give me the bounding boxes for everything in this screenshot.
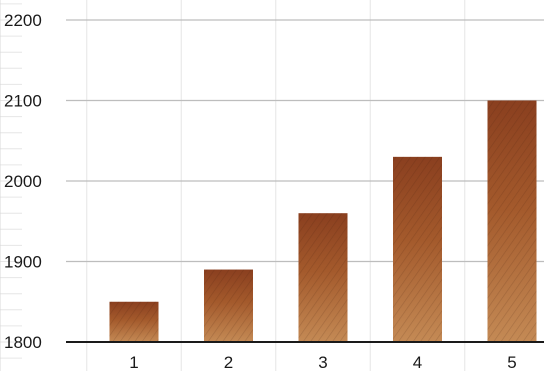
bar-texture <box>393 156 442 342</box>
y-tick-labels: 1800 1900 2000 2100 2200 <box>4 11 42 352</box>
bar-4 <box>393 156 442 342</box>
y-tick-label: 2200 <box>4 11 42 30</box>
x-tick-label: 2 <box>224 353 233 371</box>
bar-5 <box>487 100 537 342</box>
bar-series <box>109 100 537 342</box>
bar-texture <box>109 301 159 342</box>
y-tick-label: 1900 <box>4 253 42 272</box>
x-tick-label: 5 <box>507 353 516 371</box>
bar-1 <box>109 301 159 342</box>
bar-texture <box>298 213 348 342</box>
x-tick-labels: 1 2 3 4 5 <box>129 353 516 371</box>
bar-3 <box>298 213 348 342</box>
y-tick-label: 2000 <box>4 172 42 191</box>
x-tick-label: 1 <box>129 353 138 371</box>
x-tick-label: 4 <box>413 353 422 371</box>
bar-texture <box>204 269 253 342</box>
y-tick-label: 2100 <box>4 92 42 111</box>
bar-2 <box>204 269 253 342</box>
x-tick-label: 3 <box>318 353 327 371</box>
y-tick-label: 1800 <box>4 333 42 352</box>
bar-texture <box>487 100 537 342</box>
